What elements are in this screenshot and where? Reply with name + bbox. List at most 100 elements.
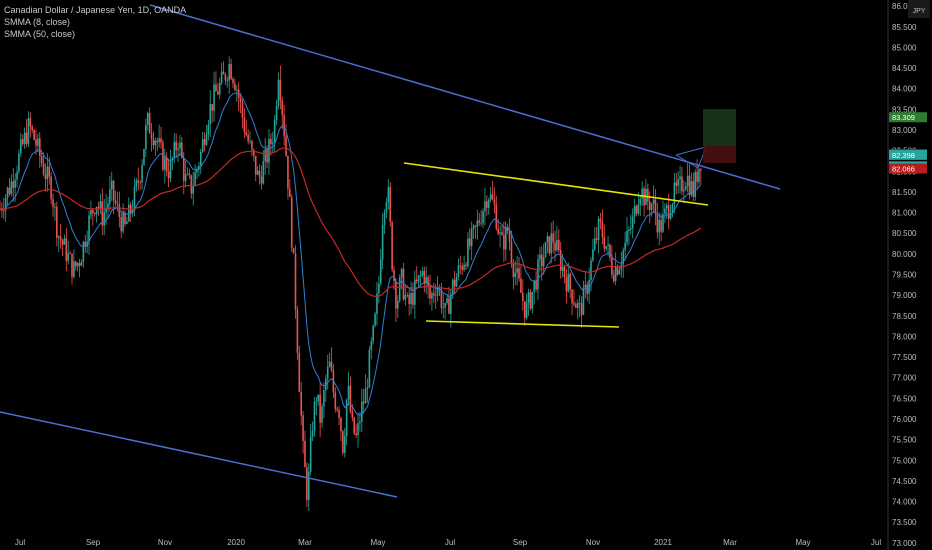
candle-body [512, 262, 515, 277]
candle-body [609, 244, 611, 258]
candle-body [633, 206, 636, 217]
candle-body [616, 266, 619, 275]
candle-body [404, 294, 407, 300]
candle-body [294, 253, 297, 310]
candle-body [340, 417, 342, 432]
candle-body [444, 303, 446, 308]
triangle-upper-line[interactable] [403, 162, 709, 206]
currency-badge[interactable]: JPY [908, 0, 930, 18]
x-tick-label: 2020 [227, 538, 245, 547]
candle-body [673, 182, 676, 205]
candle-body [4, 198, 7, 211]
candle-body [150, 133, 153, 140]
candle-body [618, 269, 621, 275]
candle-body [245, 132, 248, 136]
candle-body [692, 181, 695, 197]
candle-body [14, 179, 16, 188]
candle-body [688, 175, 691, 195]
candle-body [501, 232, 503, 235]
y-tick-label: 76.000 [892, 415, 917, 424]
candle-body [215, 84, 217, 92]
candle-body [203, 139, 206, 145]
candle-body [182, 157, 185, 181]
candle-body [597, 218, 600, 240]
candle-body [343, 436, 346, 453]
candle-body [146, 113, 149, 125]
candle-body [304, 440, 306, 468]
candle-body [302, 415, 304, 441]
drawings [0, 4, 781, 498]
candle-body [436, 288, 439, 296]
candle-body [518, 268, 520, 279]
candle-body [419, 275, 422, 276]
candle-body [148, 113, 151, 134]
candle-body [323, 390, 325, 407]
y-tick-label: 80.500 [892, 229, 917, 238]
candle-body [277, 79, 280, 107]
candle-body [671, 204, 674, 214]
candle-body [393, 269, 395, 282]
y-tick-label: 80.000 [892, 250, 917, 259]
x-tick-label: Jul [445, 538, 455, 547]
candle-body [192, 185, 195, 194]
candle-body [31, 126, 34, 131]
candle-body [652, 199, 655, 204]
candle-body [198, 165, 200, 169]
triangle-lower-line[interactable] [425, 320, 620, 328]
axes: 86.000 85.500 85.000 84.500 84.000 83.500 83.0… [15, 0, 927, 550]
candle-body [446, 298, 448, 304]
candle-body [1, 208, 3, 211]
candle-body [650, 203, 653, 210]
candle-body [463, 264, 465, 270]
candle-body [603, 237, 606, 249]
candle-body [270, 138, 272, 145]
candle-body [27, 118, 30, 144]
price-tag-label: 83.309 [892, 113, 915, 122]
position-target-zone[interactable] [703, 109, 736, 146]
candle-body [143, 149, 145, 166]
upper-channel-line[interactable] [149, 4, 781, 190]
y-tick-label: 75.000 [892, 456, 917, 465]
candle-body [508, 231, 511, 242]
chart-legend: Canadian Dollar / Japanese Yen, 1D, OAND… [4, 4, 186, 40]
y-tick-label: 83.500 [892, 105, 917, 114]
candle-body [76, 263, 79, 267]
candle-body [156, 140, 159, 143]
lower-channel-line[interactable] [0, 411, 398, 498]
candle-body [522, 292, 524, 302]
candle-body [400, 268, 403, 278]
candle-body [537, 259, 539, 290]
y-tick-label: 73.000 [892, 539, 917, 548]
candle-body [10, 181, 13, 194]
candle-body [179, 142, 181, 149]
candle-body [470, 228, 473, 246]
candle-body [588, 280, 590, 294]
position-stop-zone[interactable] [703, 146, 736, 163]
candle-body [93, 212, 96, 214]
candle-body [6, 187, 9, 199]
y-tick-label: 79.500 [892, 271, 917, 280]
candle-body [451, 279, 454, 295]
candle-body [355, 433, 357, 436]
candle-body [165, 157, 168, 172]
candle-body [374, 313, 376, 326]
candle-body [48, 166, 51, 177]
candle-body [698, 168, 700, 182]
candle-body [254, 155, 257, 175]
candle-body [258, 170, 261, 177]
candle-body [491, 194, 494, 200]
candle-body [414, 279, 416, 305]
candle-body [194, 172, 196, 186]
candle-body [338, 410, 340, 418]
candle-body [406, 294, 409, 296]
candle-body [353, 417, 356, 434]
candle-body [669, 213, 672, 219]
candle-body [342, 431, 344, 453]
candle-body [201, 139, 204, 152]
y-tick-label: 78.000 [892, 332, 917, 341]
candle-body [503, 234, 505, 250]
candle-body [487, 199, 490, 208]
candle-body [453, 279, 456, 287]
candle-body [199, 151, 202, 166]
